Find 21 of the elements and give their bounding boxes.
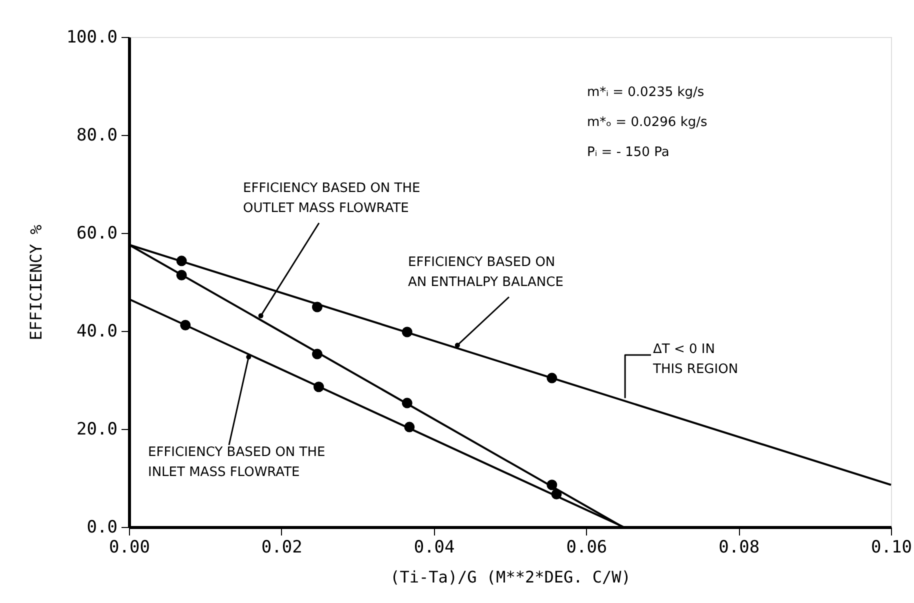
x-tick-label: 0.06 xyxy=(566,538,608,558)
x-tick-label: 0.08 xyxy=(718,538,760,558)
x-tick-label: 0.02 xyxy=(261,538,302,558)
x-tick-label: 0.10 xyxy=(871,538,912,558)
y-tick-label: 0.0 xyxy=(86,518,118,538)
x-axis-title: (Ti-Ta)/G (M**2*DEG. C/W) xyxy=(390,568,631,586)
annotation: EFFICIENCY BASED ON THE OUTLET MASS FLOWRATE xyxy=(243,181,420,216)
annotation: m*ₒ = 0.0296 kg/s xyxy=(587,115,708,130)
y-tick-label: 100.0 xyxy=(66,28,118,48)
annotation: EFFICIENCY BASED ON AN ENTHALPY BALANCE xyxy=(408,255,564,290)
y-tick-label: 20.0 xyxy=(76,420,118,440)
annotation: Pᵢ = - 150 Pa xyxy=(587,145,670,160)
annotation: m*ᵢ = 0.0235 kg/s xyxy=(587,85,704,100)
y-tick-label: 80.0 xyxy=(76,126,118,146)
x-tick-label: 0.04 xyxy=(414,538,455,558)
y-tick-label: 40.0 xyxy=(76,322,118,342)
y-tick-label: 60.0 xyxy=(76,224,118,244)
annotation: EFFICIENCY BASED ON THE INLET MASS FLOWRATE xyxy=(148,445,326,480)
x-tick-label: 0.00 xyxy=(109,538,150,558)
y-axis-title: EFFICIENCY % xyxy=(26,224,46,340)
annotation: ΔT < 0 IN THIS REGION xyxy=(652,342,738,377)
